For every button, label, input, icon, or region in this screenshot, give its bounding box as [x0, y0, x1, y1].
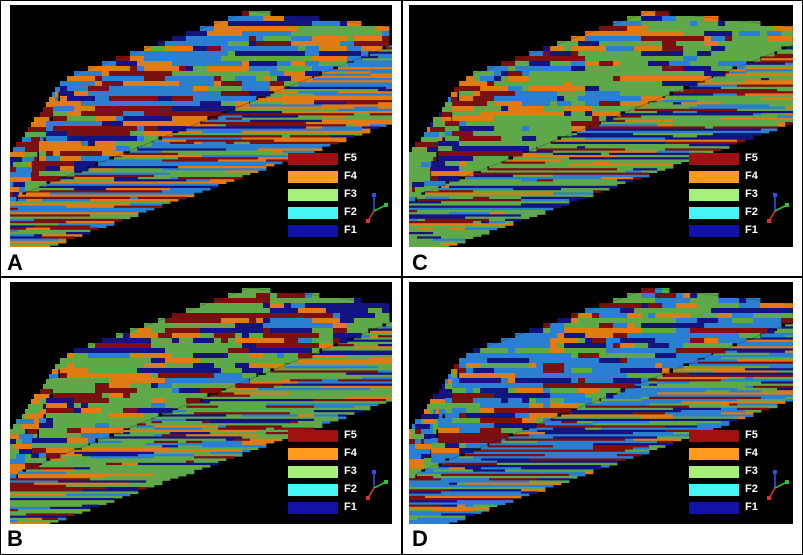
model-front-face [409, 47, 793, 247]
legend-swatch [689, 430, 739, 442]
legend-swatch [689, 225, 739, 237]
legend-swatch [288, 153, 338, 165]
panel-label-b: B [7, 526, 23, 551]
facies-model-render-c: F5 F4 F3 F2 F1 [409, 5, 793, 247]
legend-swatch [288, 189, 338, 201]
legend-label: F2 [745, 206, 758, 218]
axes-triad-icon [366, 193, 388, 223]
legend-label: F5 [344, 429, 357, 441]
model-top-face [25, 11, 390, 192]
legend-swatch [288, 448, 338, 460]
facies-3d-block-c [409, 10, 793, 247]
legend-label: F2 [745, 483, 758, 495]
legend-label: F4 [344, 447, 357, 459]
legend-label: F1 [344, 224, 357, 236]
legend-swatch [689, 502, 739, 514]
legend-swatch [689, 484, 739, 496]
legend-swatch [689, 466, 739, 478]
legend-label: F3 [745, 188, 758, 200]
model-front-face [10, 45, 392, 247]
legend-swatch [288, 502, 338, 514]
facies-3d-block-d [409, 287, 793, 524]
legend-label: F1 [745, 501, 758, 513]
legend-swatch [288, 207, 338, 219]
legend-swatch [288, 225, 338, 237]
legend-swatch [689, 207, 739, 219]
model-edge [423, 287, 793, 471]
panel-a: F5 F4 F3 F2 F1 A [1, 1, 401, 276]
legend-label: F1 [344, 501, 357, 513]
axes-orientation-icon-b [362, 466, 388, 502]
legend-swatch [288, 466, 338, 478]
panel-divider-horizontal [0, 276, 803, 278]
legend-label: F4 [745, 447, 758, 459]
facies-3d-block-a [10, 10, 392, 247]
legend-label: F3 [344, 465, 357, 477]
panel-label-c: C [412, 250, 428, 275]
legend-swatch [689, 171, 739, 183]
legend-label: F3 [344, 188, 357, 200]
facies-3d-block-b [10, 287, 392, 524]
model-edge [24, 10, 392, 194]
model-edge [24, 287, 392, 471]
legend-label: F4 [344, 170, 357, 182]
model-front-face [10, 322, 392, 524]
axes-orientation-icon-a [362, 189, 388, 225]
axes-orientation-icon-c [763, 189, 789, 225]
panel-c: F5 F4 F3 F2 F1 C [403, 1, 802, 276]
facies-model-render-b: F5 F4 F3 F2 F1 [10, 282, 392, 524]
legend-swatch [689, 153, 739, 165]
model-front-face [409, 324, 793, 524]
model-top-face [424, 11, 793, 192]
axes-orientation-icon-d [763, 466, 789, 502]
facies-model-render-a: F5 F4 F3 F2 F1 [10, 5, 392, 247]
legend-label: F4 [745, 170, 758, 182]
legend-swatch [288, 171, 338, 183]
legend-label: F2 [344, 483, 357, 495]
axes-triad-icon [767, 470, 789, 500]
panel-d: F5 F4 F3 F2 F1 D [403, 278, 802, 554]
facies-model-render-d: F5 F4 F3 F2 F1 [409, 282, 793, 524]
panel-label-a: A [7, 250, 23, 275]
legend-label: F5 [745, 152, 758, 164]
legend-label: F1 [745, 224, 758, 236]
model-side-face [10, 87, 62, 203]
legend-label: F2 [344, 206, 357, 218]
model-top-face [25, 288, 390, 469]
axes-triad-icon [767, 193, 789, 223]
legend-swatch [288, 430, 338, 442]
legend-swatch [288, 484, 338, 496]
legend-label: F5 [344, 152, 357, 164]
legend-swatch [689, 448, 739, 460]
model-edge [423, 10, 793, 194]
model-top-face [424, 288, 793, 469]
axes-triad-icon [366, 470, 388, 500]
legend-swatch [689, 189, 739, 201]
legend-label: F5 [745, 429, 758, 441]
panel-b: F5 F4 F3 F2 F1 B [1, 278, 401, 554]
panel-label-d: D [412, 526, 428, 551]
legend-label: F3 [745, 465, 758, 477]
